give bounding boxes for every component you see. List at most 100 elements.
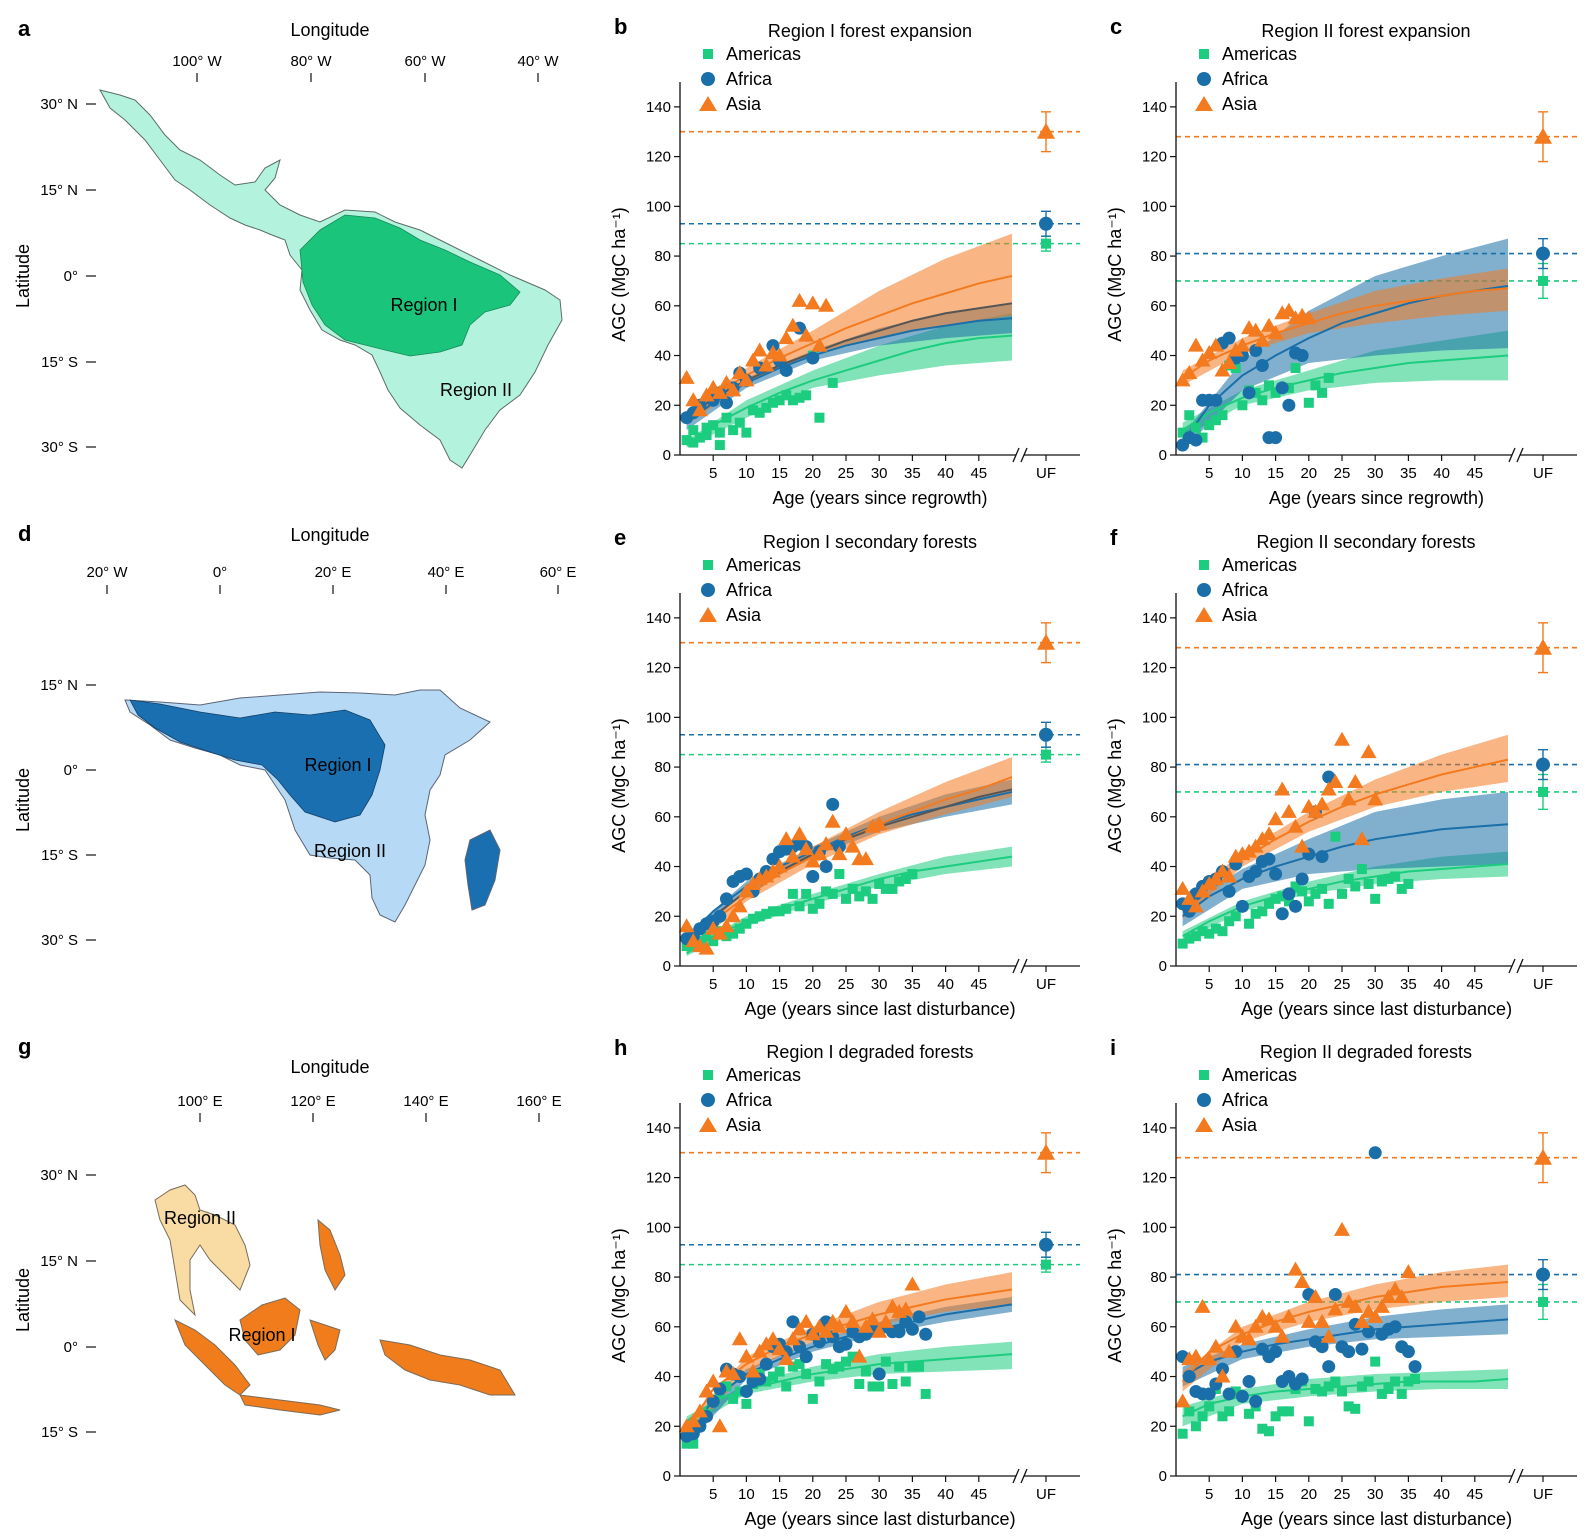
map-philippines [317,1218,346,1291]
data-point-asia [844,1313,861,1328]
uf-marker-asia [1037,122,1055,139]
data-point-americas [1257,395,1268,406]
data-point-africa [905,1322,919,1336]
data-point-asia [1287,818,1304,833]
data-point-asia [764,1331,781,1346]
region-1-label: Region I [304,755,371,775]
data-point-americas [807,1393,818,1404]
data-point-asia [798,327,815,342]
data-point-africa [1401,1345,1415,1359]
data-point-asia [791,826,808,841]
data-point-africa [1269,867,1283,881]
data-point-africa [799,1350,813,1364]
data-point-asia [877,1313,894,1328]
fit-line [685,1303,1013,1442]
data-point-asia [771,1341,788,1356]
chart-panel-f: f Region II secondary forests 0 20 40 60 80 100… [1105,525,1577,1019]
region-2-label: Region II [440,380,512,400]
region-1-label: Region I [390,295,457,315]
x-tick-label: 30 [1367,465,1384,482]
x-axis-label: Age (years since regrowth) [772,488,987,508]
y-tick-label: 140 [646,99,671,116]
latitude-label: Latitude [13,1268,33,1332]
data-point-asia [864,1311,881,1326]
data-point-americas [1297,886,1308,897]
data-point-americas [1210,923,1221,934]
data-point-americas [900,873,911,884]
legend-label: Asia [726,1115,762,1135]
data-point-asia [1260,317,1277,332]
axis-break [1508,447,1516,463]
data-point-americas [827,377,838,388]
data-point-americas [701,430,712,441]
data-point-americas [1177,1428,1188,1439]
uf-marker-americas [1041,749,1051,760]
data-point-asia [1334,731,1350,746]
legend-marker-americas [703,1070,713,1080]
legend-label: Africa [726,1090,773,1110]
uf-marker-africa [1536,757,1550,772]
data-point-americas [900,1376,911,1387]
x-tick-label: 40 [937,1486,954,1503]
data-point-asia [731,364,748,379]
data-point-asia [1314,796,1331,811]
x-tick-label: 25 [1334,465,1351,482]
data-point-americas [794,901,805,912]
legend-label: Americas [726,44,801,64]
x-tick-label: 10 [738,465,755,482]
data-point-americas [1204,928,1215,939]
data-point-asia [711,925,728,940]
legend-label: Americas [1222,1065,1297,1085]
data-point-africa [1222,331,1236,345]
fit-line [1182,823,1509,918]
data-point-americas [781,390,792,401]
data-point-americas [1283,382,1294,393]
data-point-asia [784,848,801,863]
data-point-africa [706,1394,720,1408]
data-point-asia [798,841,815,856]
x-tick-label: 35 [1400,1486,1417,1503]
uf-marker-africa [1039,216,1053,231]
longitude-label: Longitude [290,525,369,545]
legend-marker-asia [1195,96,1213,111]
data-point-asia [791,1321,808,1336]
chart-title: Region I degraded forests [766,1042,973,1062]
lon-tick: 40° W [517,53,559,70]
lon-tick: 60° W [404,53,446,70]
data-point-asia [758,357,775,372]
data-point-africa [919,1327,933,1341]
y-tick-label: 0 [1159,1468,1167,1485]
data-point-americas [1383,873,1394,884]
lat-tick: 30° S [41,439,78,456]
data-point-africa [1269,1345,1283,1359]
data-point-americas [1370,1356,1381,1367]
data-point-americas [867,893,878,904]
data-point-asia [705,1373,722,1388]
data-point-asia [1360,744,1377,759]
data-point-americas [734,1386,745,1397]
lon-tick: 100° E [177,1093,222,1110]
axis-break [1516,1468,1524,1484]
x-tick-label: 10 [1234,1486,1251,1503]
axis-break [1508,958,1516,974]
data-point-asia [1194,352,1211,367]
longitude-label: Longitude [290,20,369,40]
uf-marker-americas [1538,275,1548,286]
y-tick-label: 100 [646,709,671,726]
data-point-asia [1181,364,1198,379]
chart-title: Region II secondary forests [1256,532,1475,552]
data-point-americas [834,868,845,879]
data-point-americas [1250,387,1261,398]
data-point-africa [759,1357,773,1371]
data-point-asia [1327,1301,1344,1316]
legend-marker-asia [699,607,717,622]
data-point-asia [1254,332,1271,347]
lat-tick: 30° S [41,932,78,949]
data-point-africa [806,351,820,365]
data-point-asia [1393,1288,1410,1303]
y-tick-label: 60 [1150,298,1167,315]
data-point-asia [838,1303,854,1318]
data-point-asia [771,858,788,873]
legend-label: Africa [1222,580,1269,600]
y-tick-label: 40 [1150,1369,1167,1386]
